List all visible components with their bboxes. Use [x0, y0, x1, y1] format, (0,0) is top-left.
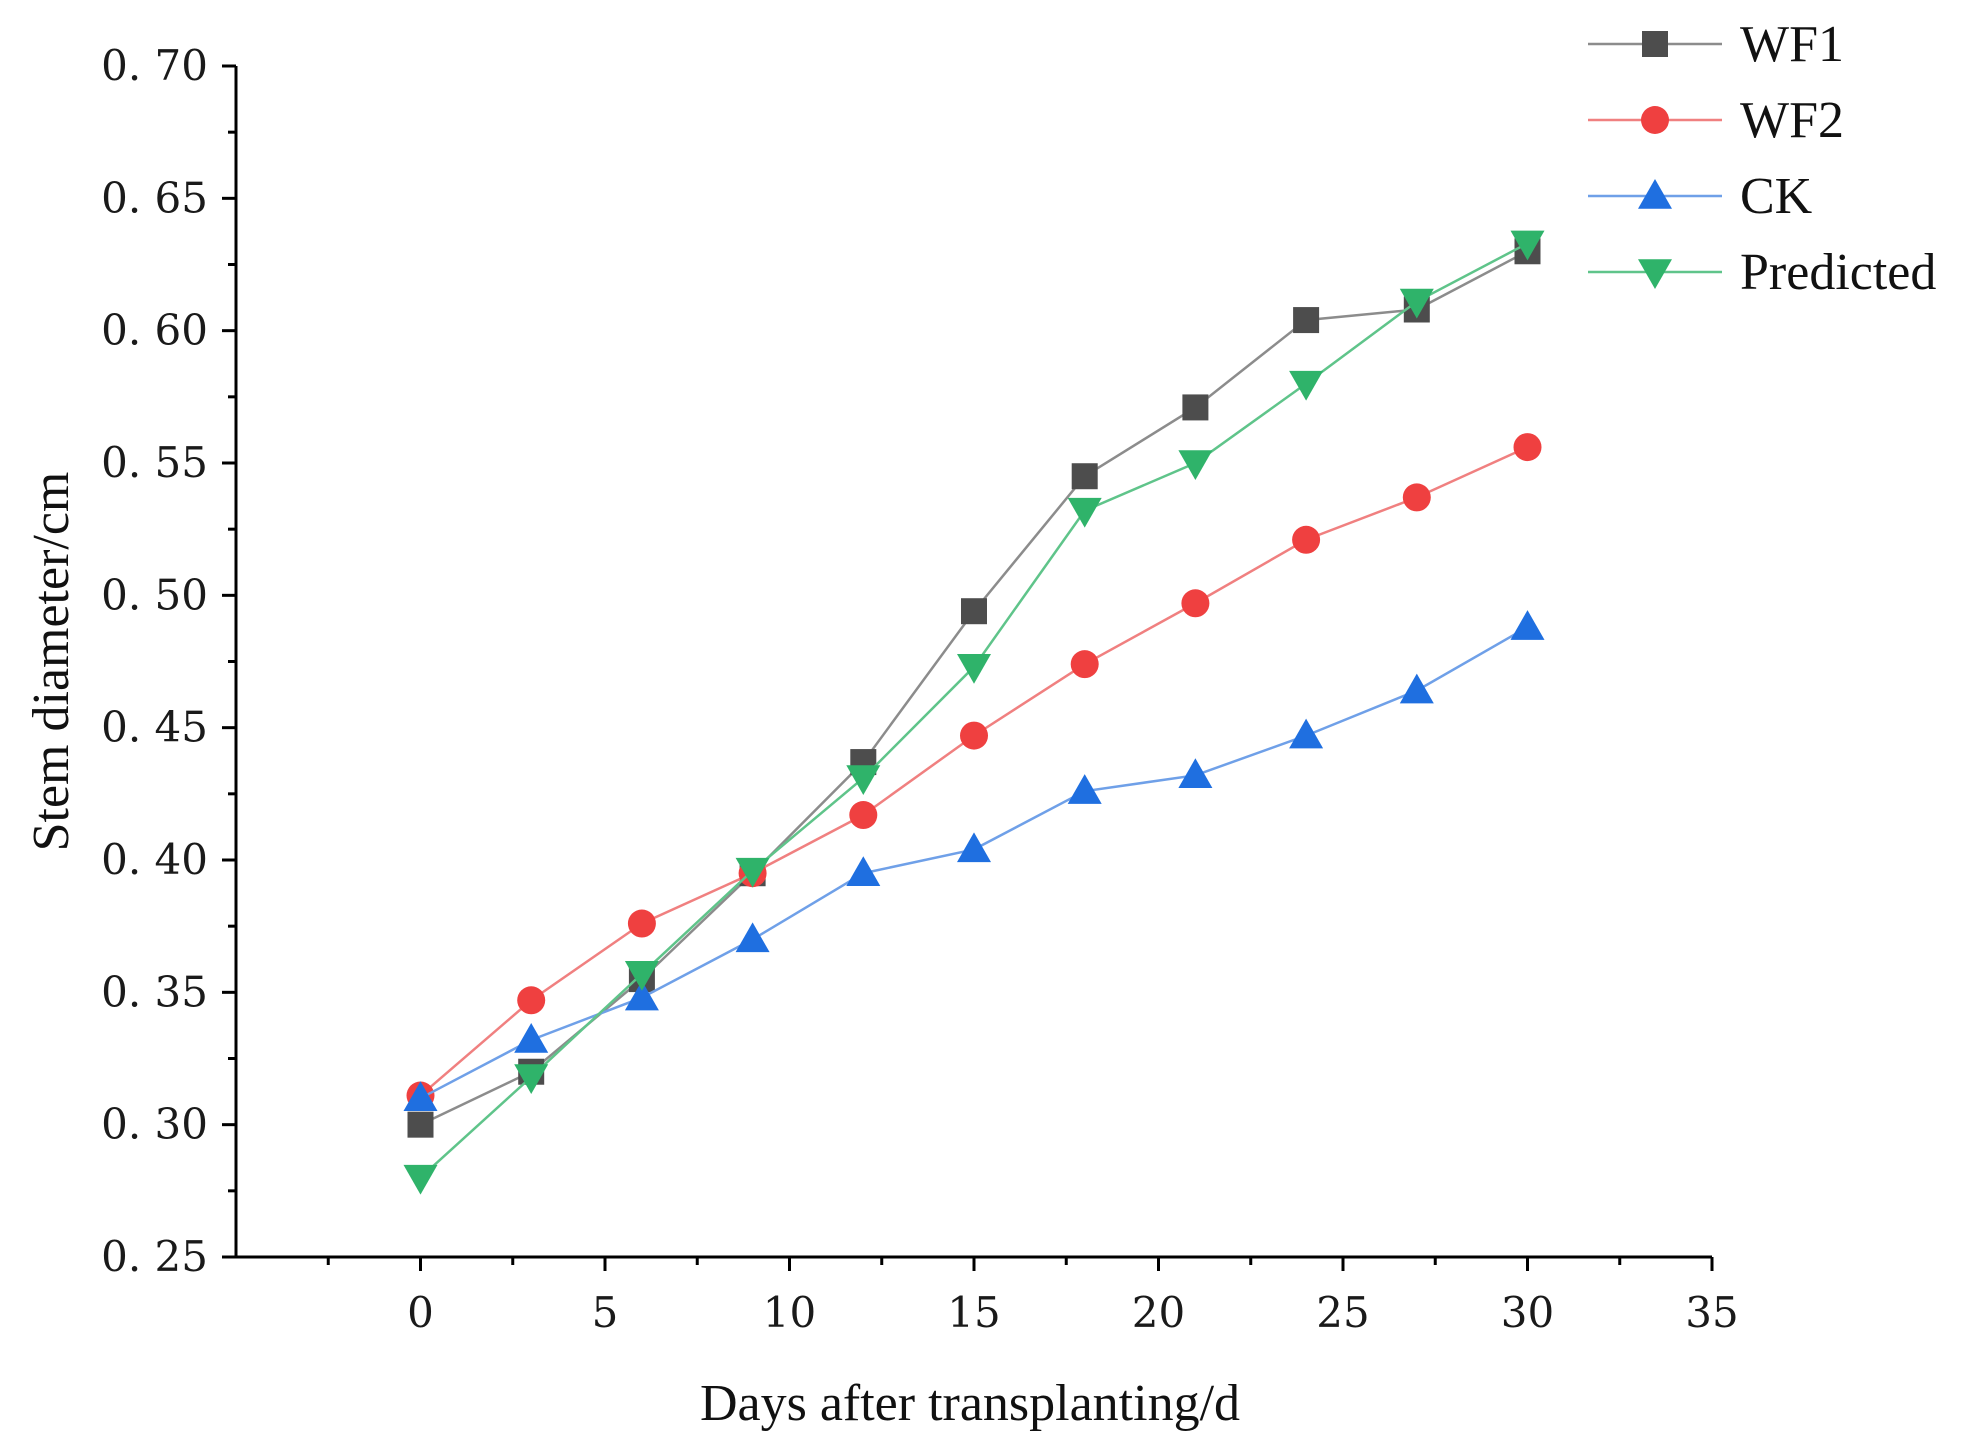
data-point-wf1: [961, 598, 987, 625]
y-tick-label: 0. 30: [101, 1100, 208, 1149]
data-point-predicted: [403, 1164, 438, 1195]
data-point-predicted: [1399, 288, 1434, 319]
data-point-ck: [1289, 718, 1324, 749]
legend-label-wf2: WF2: [1740, 92, 1844, 149]
data-point-ck: [514, 1022, 549, 1053]
series-layer: [403, 230, 1545, 1195]
x-tick-label: 10: [763, 1288, 816, 1337]
data-point-wf2: [1513, 433, 1542, 462]
data-point-predicted: [1178, 450, 1213, 480]
x-axis-title: Days after transplanting/d: [700, 1375, 1240, 1432]
data-point-wf2: [960, 721, 988, 750]
x-tick-label: 0: [407, 1288, 434, 1337]
data-point-ck: [1399, 673, 1434, 704]
legend-label-predicted: Predicted: [1740, 244, 1936, 301]
data-point-wf2: [1070, 650, 1099, 679]
legend-marker-wf1: [1642, 31, 1668, 57]
series-line-predicted: [419, 242, 1529, 1179]
data-point-predicted: [957, 654, 991, 684]
y-tick-label: 0. 50: [101, 570, 208, 619]
data-point-predicted: [1067, 497, 1102, 528]
legend-marker-ck: [1638, 179, 1672, 209]
data-point-ck: [624, 980, 659, 1011]
data-point-predicted: [1510, 230, 1545, 261]
data-point-predicted: [1289, 370, 1324, 401]
data-point-predicted: [735, 857, 770, 888]
data-point-ck: [1510, 610, 1545, 640]
x-tick-label: 20: [1132, 1288, 1185, 1337]
series-wf1: [407, 238, 1541, 1138]
data-point-wf2: [627, 909, 656, 938]
series-line-wf2: [419, 445, 1529, 1097]
data-point-wf2: [1292, 525, 1321, 554]
y-tick-label: 0. 45: [101, 703, 208, 752]
y-tick-label: 0. 70: [101, 41, 208, 90]
data-point-ck: [1067, 774, 1102, 804]
data-point-wf2: [849, 801, 878, 830]
data-point-predicted: [846, 765, 881, 795]
legend-marker-predicted: [1638, 259, 1672, 289]
data-point-wf2: [1181, 589, 1210, 618]
y-axis-title: Stem diameter/cm: [23, 472, 80, 852]
y-tick-label: 0. 40: [101, 835, 208, 884]
data-point-wf2: [1402, 483, 1431, 512]
x-tick-label: 35: [1685, 1288, 1738, 1337]
data-point-ck: [846, 856, 881, 886]
data-point-ck: [957, 832, 991, 863]
axes: 0. 25 0. 30 0. 35 0. 40 0. 45 0. 50 0. 55 0. 60…: [101, 41, 1739, 1337]
y-tick-label: 0. 65: [101, 173, 208, 222]
legend-item-wf2: WF2: [1588, 92, 1844, 149]
data-point-wf1: [407, 1111, 434, 1138]
data-point-ck: [735, 922, 770, 953]
data-point-ck: [1178, 758, 1213, 789]
data-point-wf1: [1293, 307, 1320, 334]
series-wf2: [406, 433, 1542, 1110]
x-tick-label: 30: [1501, 1288, 1554, 1337]
data-point-wf2: [517, 986, 546, 1015]
data-point-wf1: [1071, 463, 1098, 490]
legend-item-predicted: Predicted: [1588, 244, 1936, 301]
legend-label-wf1: WF1: [1740, 16, 1844, 73]
x-tick-label: 25: [1316, 1288, 1369, 1337]
data-point-predicted: [624, 961, 659, 991]
legend-item-wf1: WF1: [1588, 16, 1844, 73]
series-line-ck: [419, 626, 1529, 1100]
x-tick-label: 5: [592, 1288, 619, 1337]
legend: WF1 WF2 CK Predicted: [1588, 16, 1936, 301]
x-tick-label: 15: [947, 1288, 1000, 1337]
legend-label-ck: CK: [1740, 168, 1813, 225]
series-line-wf1: [419, 250, 1529, 1126]
data-point-ck: [403, 1081, 438, 1111]
y-tick-label: 0. 55: [101, 438, 208, 487]
series-ck: [403, 610, 1545, 1111]
y-tick-label: 0. 25: [101, 1232, 208, 1281]
y-tick-label: 0. 60: [101, 306, 208, 355]
data-point-wf1: [1182, 394, 1209, 421]
data-point-predicted: [514, 1064, 549, 1095]
y-tick-label: 0. 35: [101, 967, 208, 1016]
series-predicted: [403, 230, 1545, 1195]
legend-marker-wf2: [1641, 106, 1669, 134]
legend-item-ck: CK: [1588, 168, 1813, 225]
